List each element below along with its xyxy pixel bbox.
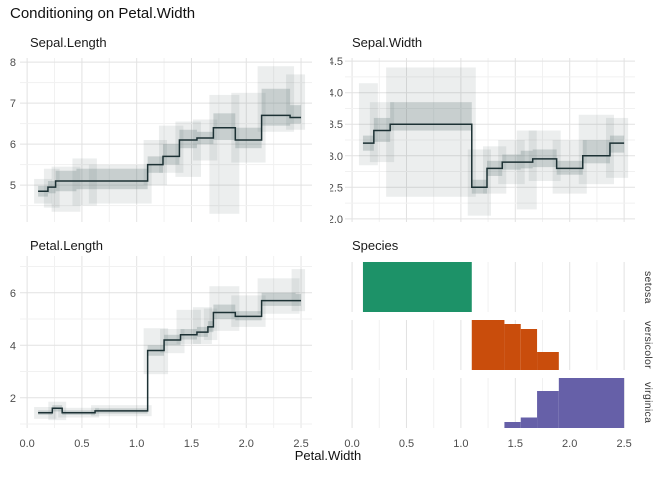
species-bars-setosa bbox=[362, 262, 472, 312]
confidence-bands bbox=[358, 67, 629, 216]
species-bars-virginica bbox=[504, 378, 625, 428]
svg-text:6: 6 bbox=[10, 139, 16, 151]
svg-text:6: 6 bbox=[10, 288, 16, 300]
gridlines bbox=[20, 256, 312, 428]
svg-text:2.0: 2.0 bbox=[562, 438, 577, 450]
figure-title: Conditioning on Petal.Width bbox=[10, 5, 196, 22]
facet-label-versicolor: versicolor bbox=[642, 321, 654, 369]
svg-text:1.0: 1.0 bbox=[129, 438, 144, 450]
svg-text:4: 4 bbox=[10, 340, 16, 352]
svg-text:2.5: 2.5 bbox=[293, 438, 308, 450]
species-chart: 0.0 0.5 1.0 1.5 2.0 2.5 bbox=[344, 262, 632, 450]
x-tick-labels: 0.0 0.5 1.0 1.5 2.0 2.5 bbox=[19, 438, 308, 450]
svg-text:2: 2 bbox=[10, 393, 16, 405]
svg-text:0.5: 0.5 bbox=[399, 438, 414, 450]
step-line bbox=[362, 123, 625, 189]
svg-text:1.5: 1.5 bbox=[184, 438, 199, 450]
petal-length-chart: 2 4 6 0.0 0.5 1.0 1.5 2.0 2.5 bbox=[10, 256, 312, 450]
gridlines bbox=[345, 58, 635, 222]
panel-title-sepal-length: Sepal.Length bbox=[30, 35, 107, 50]
svg-text:1.0: 1.0 bbox=[453, 438, 468, 450]
x-tick-labels: 0.0 0.5 1.0 1.5 2.0 2.5 bbox=[344, 438, 631, 450]
svg-text:3.0: 3.0 bbox=[330, 151, 343, 163]
facet-label-virginica: virginica bbox=[642, 382, 654, 424]
y-tick-labels: 2 4 6 bbox=[10, 288, 16, 405]
svg-text:7: 7 bbox=[10, 98, 16, 110]
gridlines bbox=[20, 58, 312, 222]
svg-text:0.5: 0.5 bbox=[74, 438, 89, 450]
svg-text:2.5: 2.5 bbox=[330, 182, 343, 194]
svg-text:0.0: 0.0 bbox=[344, 438, 359, 450]
svg-text:4.0: 4.0 bbox=[330, 88, 343, 100]
step-line bbox=[38, 299, 302, 414]
sepal-length-chart: 5 6 7 8 bbox=[10, 57, 312, 222]
facet-label-setosa: setosa bbox=[642, 270, 654, 304]
svg-text:0.0: 0.0 bbox=[19, 438, 34, 450]
x-axis-label: Petal.Width bbox=[294, 448, 362, 463]
sepal-width-chart: 2.0 2.5 3.0 3.5 4.0 4.5 bbox=[330, 56, 635, 226]
svg-text:5: 5 bbox=[10, 180, 16, 192]
svg-text:4.5: 4.5 bbox=[330, 56, 343, 68]
svg-text:2.5: 2.5 bbox=[616, 438, 631, 450]
step-line bbox=[38, 114, 302, 192]
panel-title-petal-length: Petal.Length bbox=[30, 238, 104, 253]
svg-text:8: 8 bbox=[10, 57, 16, 69]
y-tick-labels: 2.0 2.5 3.0 3.5 4.0 4.5 bbox=[330, 56, 343, 226]
confidence-bands bbox=[34, 66, 306, 214]
y-tick-labels: 5 6 7 8 bbox=[10, 57, 16, 192]
panel-title-sepal-width: Sepal.Width bbox=[352, 35, 423, 50]
svg-text:2.0: 2.0 bbox=[330, 214, 343, 226]
svg-text:2.0: 2.0 bbox=[239, 438, 254, 450]
panel-title-species: Species bbox=[352, 238, 399, 253]
species-bars-versicolor bbox=[471, 320, 559, 370]
svg-text:1.5: 1.5 bbox=[508, 438, 523, 450]
svg-text:3.5: 3.5 bbox=[330, 119, 343, 131]
